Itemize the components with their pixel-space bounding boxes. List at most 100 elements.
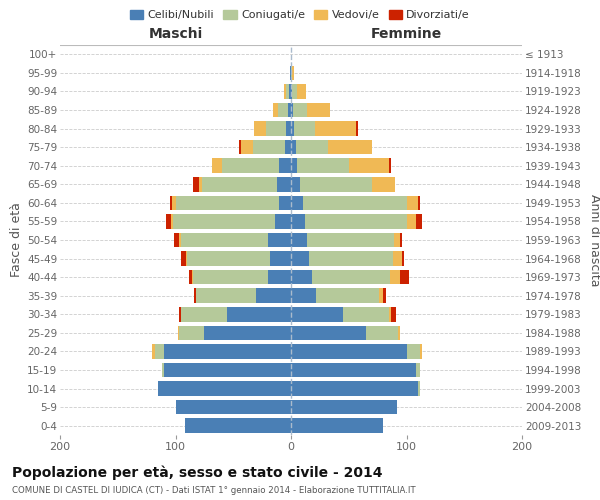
Bar xyxy=(407,196,418,210)
Bar xyxy=(164,344,291,358)
Bar xyxy=(280,196,291,210)
Bar xyxy=(291,103,293,117)
Bar xyxy=(275,214,291,228)
Bar xyxy=(291,363,416,377)
Bar xyxy=(302,196,407,210)
Bar xyxy=(291,418,383,433)
Bar xyxy=(291,344,407,358)
Text: COMUNE DI CASTEL DI IUDICA (CT) - Dati ISTAT 1° gennaio 2014 - Elaborazione TUTT: COMUNE DI CASTEL DI IUDICA (CT) - Dati I… xyxy=(12,486,416,495)
Bar xyxy=(187,252,270,266)
Bar xyxy=(185,418,291,433)
Bar xyxy=(170,196,172,210)
Bar xyxy=(284,84,286,98)
Bar xyxy=(176,400,291,414)
Bar xyxy=(285,140,291,154)
Bar xyxy=(277,177,291,192)
Bar xyxy=(205,326,291,340)
Bar xyxy=(307,103,330,117)
Bar xyxy=(254,122,266,136)
Bar xyxy=(383,288,386,303)
Bar xyxy=(328,140,372,154)
Bar xyxy=(291,140,296,154)
Bar xyxy=(152,344,155,358)
Bar xyxy=(291,177,300,192)
Bar xyxy=(297,158,349,173)
Bar xyxy=(418,382,421,396)
Bar xyxy=(291,288,316,303)
Bar xyxy=(278,103,287,117)
Bar xyxy=(173,214,275,228)
Text: Femmine: Femmine xyxy=(371,28,442,42)
Bar xyxy=(389,307,391,322)
Bar xyxy=(256,288,291,303)
Bar xyxy=(300,177,372,192)
Bar xyxy=(297,84,306,98)
Bar xyxy=(181,307,227,322)
Bar xyxy=(312,270,391,284)
Bar xyxy=(291,233,307,247)
Bar xyxy=(291,270,312,284)
Bar xyxy=(372,177,395,192)
Bar xyxy=(193,270,268,284)
Bar xyxy=(268,233,291,247)
Bar xyxy=(227,307,291,322)
Bar xyxy=(181,233,268,247)
Y-axis label: Fasce di età: Fasce di età xyxy=(10,202,23,278)
Bar xyxy=(287,103,291,117)
Bar xyxy=(349,158,389,173)
Bar xyxy=(391,270,400,284)
Bar xyxy=(391,307,396,322)
Bar xyxy=(194,288,196,303)
Bar xyxy=(175,233,179,247)
Bar xyxy=(239,140,241,154)
Y-axis label: Anni di nascita: Anni di nascita xyxy=(588,194,600,286)
Bar xyxy=(190,270,191,284)
Legend: Celibi/Nubili, Coniugati/e, Vedovi/e, Divorziati/e: Celibi/Nubili, Coniugati/e, Vedovi/e, Di… xyxy=(125,6,475,25)
Bar xyxy=(164,363,291,377)
Bar xyxy=(416,214,422,228)
Bar xyxy=(291,252,310,266)
Bar xyxy=(193,177,199,192)
Bar xyxy=(202,177,277,192)
Bar xyxy=(161,363,164,377)
Text: Maschi: Maschi xyxy=(148,28,203,42)
Bar xyxy=(291,158,297,173)
Bar xyxy=(270,252,291,266)
Bar xyxy=(186,252,187,266)
Bar xyxy=(316,288,379,303)
Bar xyxy=(291,307,343,322)
Bar xyxy=(179,326,205,340)
Bar xyxy=(196,288,256,303)
Bar xyxy=(212,158,222,173)
Bar xyxy=(291,214,305,228)
Bar xyxy=(295,122,315,136)
Bar xyxy=(179,307,181,322)
Bar xyxy=(392,252,402,266)
Bar xyxy=(416,363,421,377)
Bar xyxy=(171,214,173,228)
Bar xyxy=(293,103,307,117)
Bar xyxy=(407,344,421,358)
Bar xyxy=(241,140,253,154)
Bar xyxy=(379,288,383,303)
Bar xyxy=(307,233,394,247)
Bar xyxy=(166,214,171,228)
Bar xyxy=(394,233,400,247)
Bar xyxy=(286,84,289,98)
Bar xyxy=(418,196,421,210)
Bar xyxy=(421,344,422,358)
Bar xyxy=(291,400,397,414)
Bar xyxy=(291,196,302,210)
Bar xyxy=(191,270,193,284)
Bar xyxy=(290,66,291,80)
Bar xyxy=(178,326,179,340)
Bar xyxy=(389,158,391,173)
Bar xyxy=(268,270,291,284)
Bar xyxy=(400,233,402,247)
Bar xyxy=(155,344,164,358)
Bar xyxy=(179,233,181,247)
Bar xyxy=(280,158,291,173)
Bar xyxy=(289,84,291,98)
Bar xyxy=(292,84,297,98)
Bar xyxy=(407,214,416,228)
